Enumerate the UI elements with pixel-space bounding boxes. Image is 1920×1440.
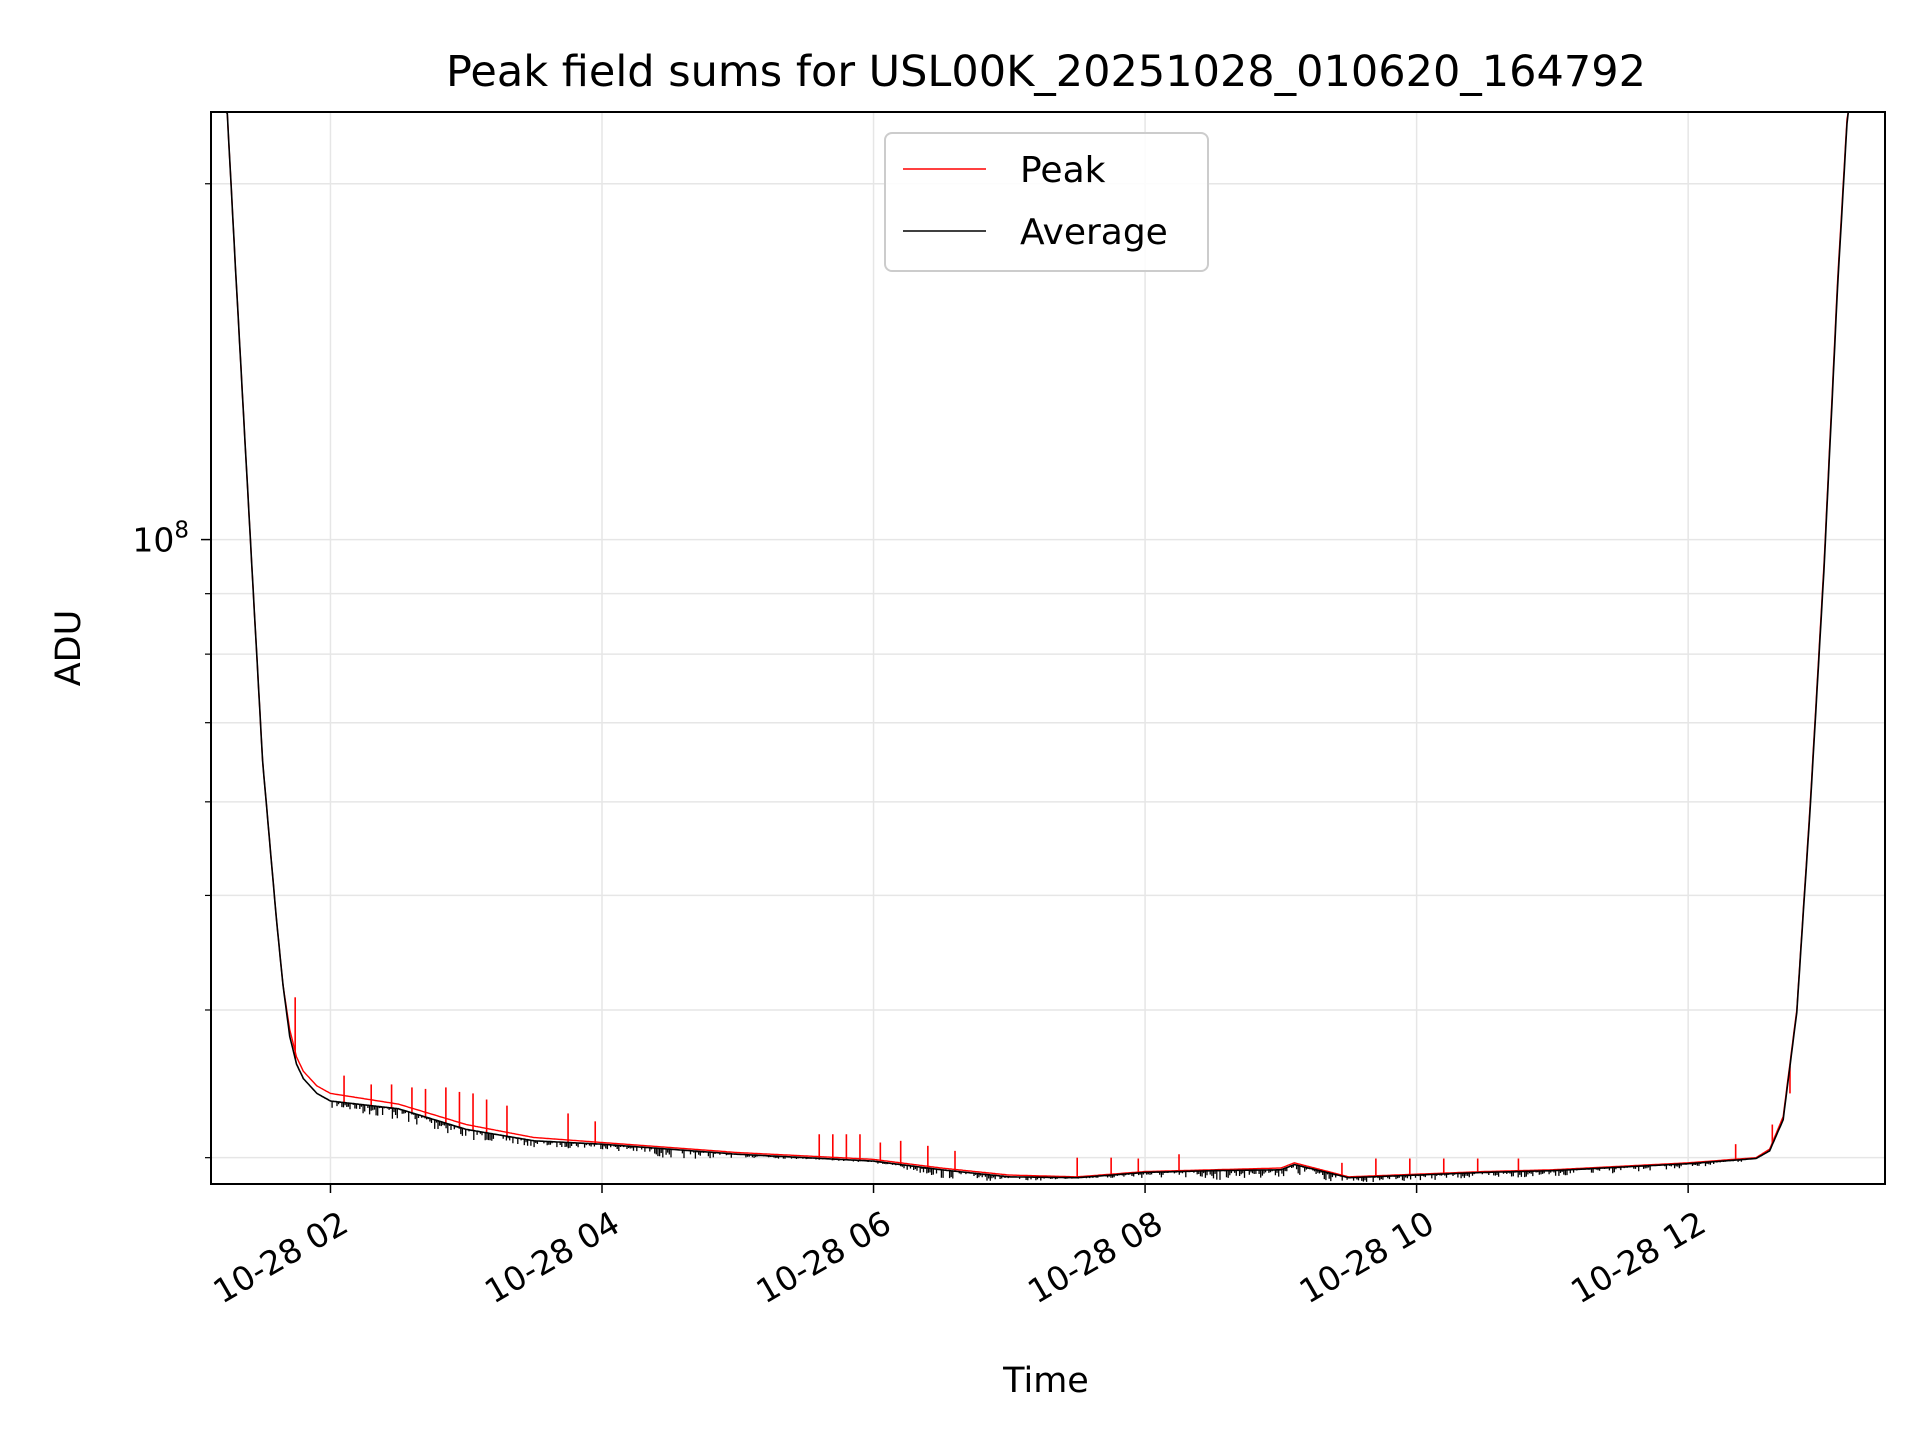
- series-group: [221, 112, 1879, 1182]
- x-axis-label: Time: [1002, 1361, 1089, 1401]
- plot-frame: [210, 111, 1886, 1185]
- y-tick-label: 108: [132, 518, 189, 560]
- legend-box: [884, 132, 1209, 272]
- chart-title: Peak field sums for USL00K_20251028_0106…: [446, 47, 1646, 97]
- legend-average-label: Average: [1020, 212, 1168, 253]
- series-layer: [221, 112, 1879, 1182]
- legend: Peak Average: [884, 132, 1209, 272]
- plot-area: [211, 112, 1885, 1184]
- legend-peak-label: Peak: [1020, 150, 1106, 191]
- y-axis-label: ADU: [49, 610, 89, 687]
- average-series-line: [221, 112, 1879, 1179]
- peak-series-line: [221, 112, 1879, 1178]
